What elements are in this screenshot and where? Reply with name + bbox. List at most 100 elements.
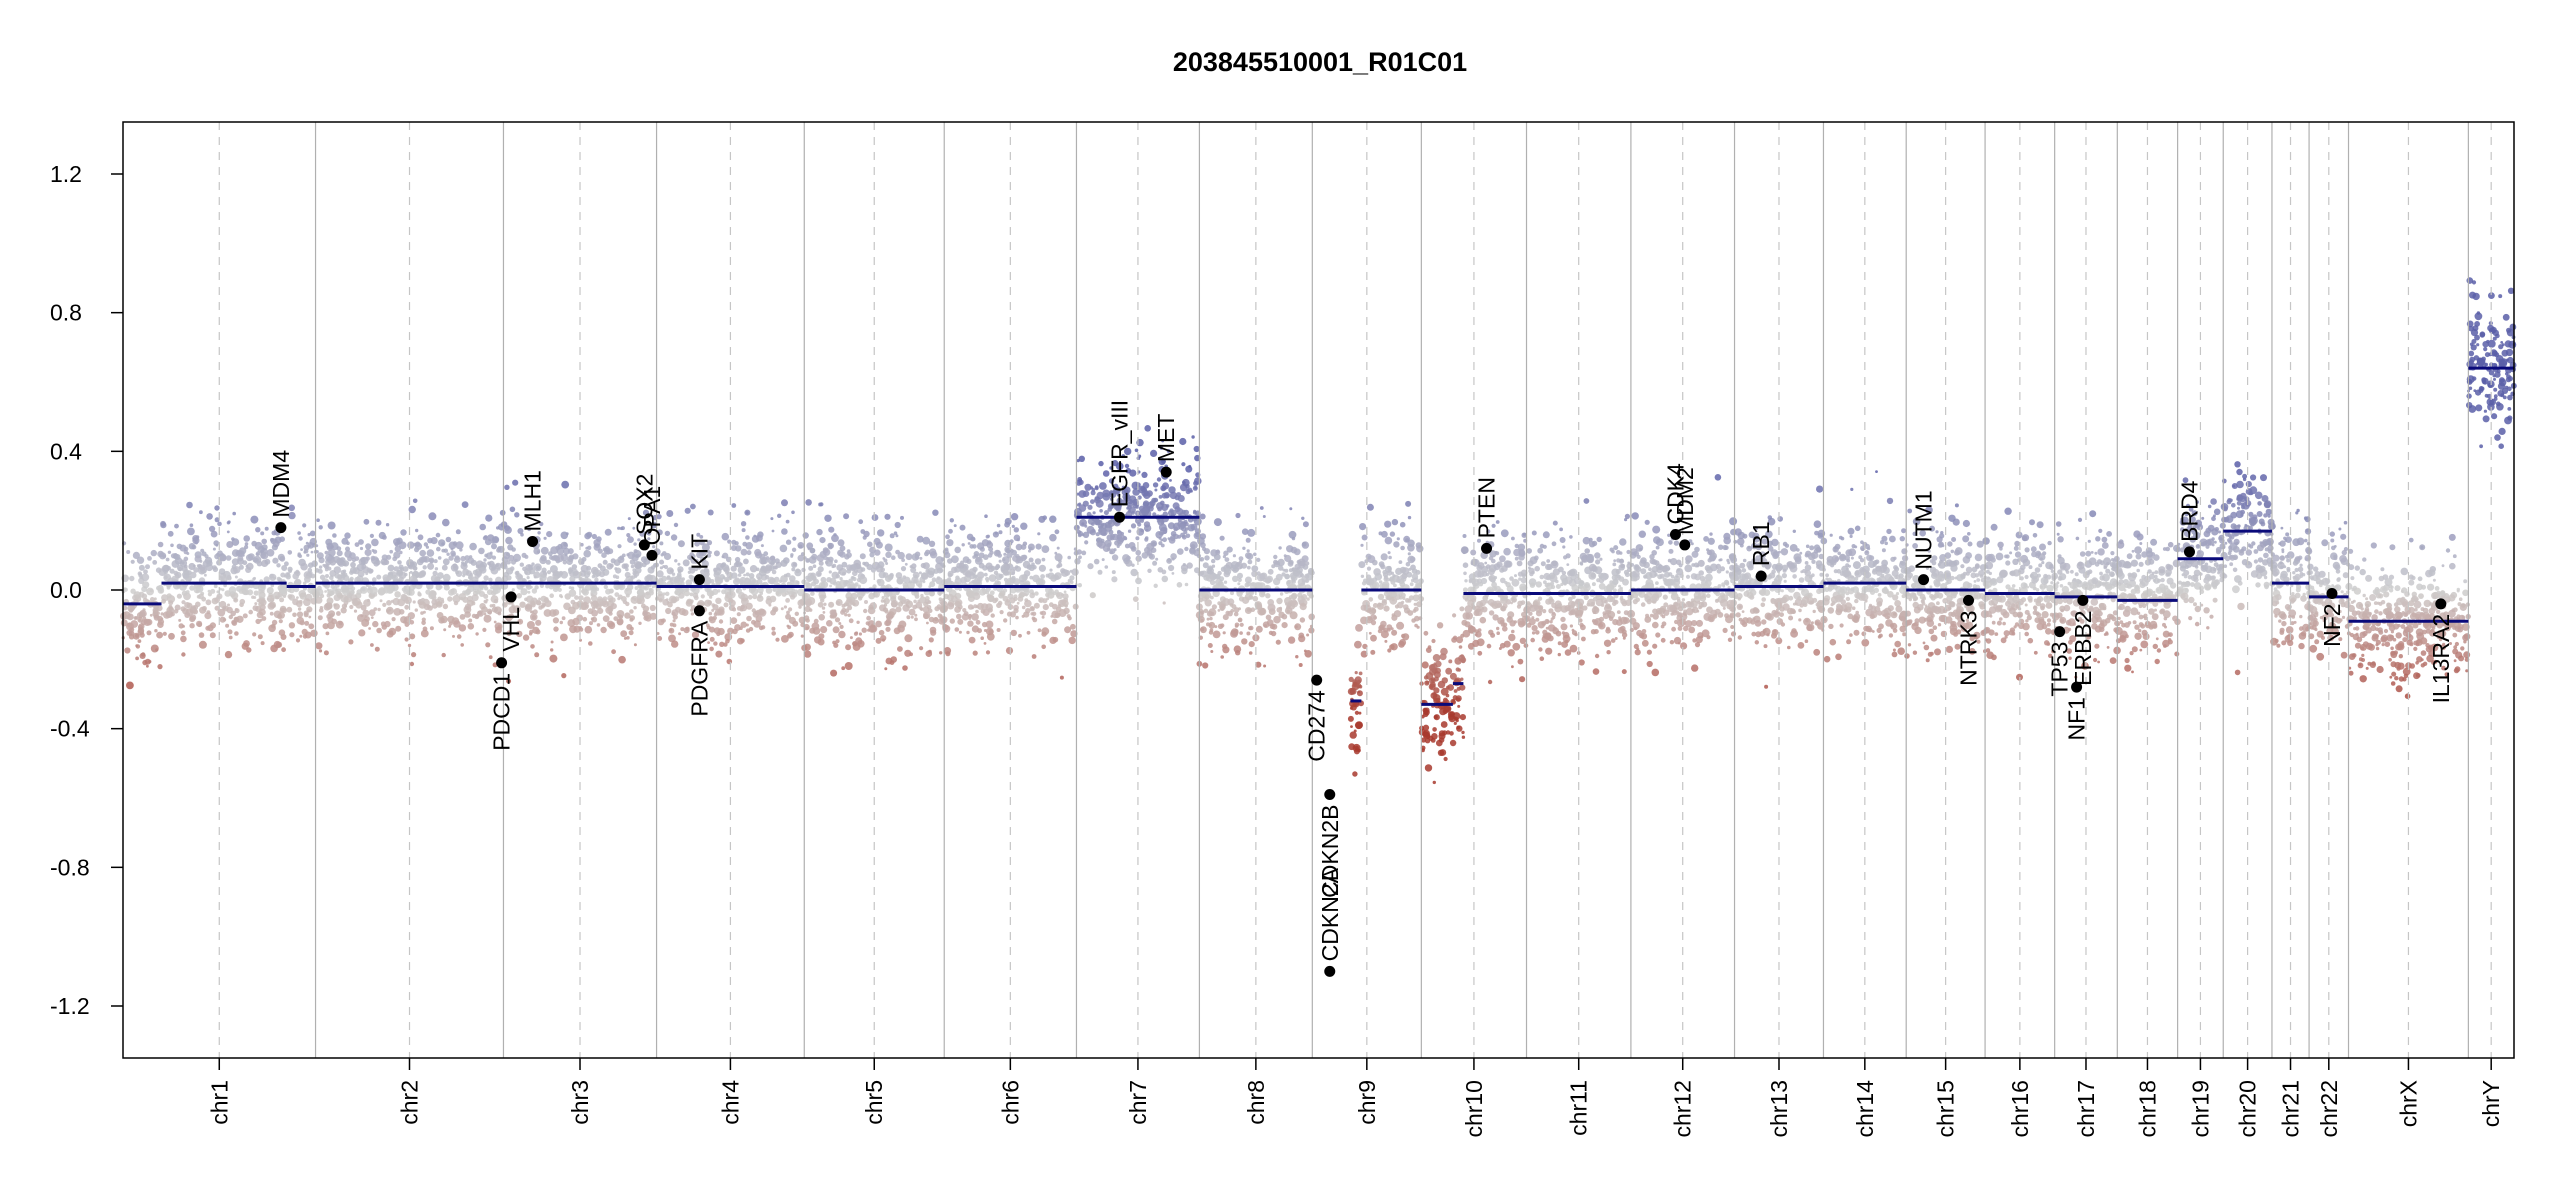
probe-point xyxy=(805,582,811,587)
probe-point xyxy=(1399,639,1407,646)
probe-point xyxy=(1176,582,1183,588)
probe-point xyxy=(1202,662,1209,669)
probe-point xyxy=(1626,549,1631,555)
probe-point xyxy=(180,635,187,643)
probe-point xyxy=(253,590,259,596)
probe-point xyxy=(482,535,488,541)
probe-point xyxy=(1651,668,1660,677)
probe-point xyxy=(1476,578,1483,584)
probe-point xyxy=(1534,565,1540,572)
probe-point xyxy=(554,555,558,560)
probe-point xyxy=(1011,575,1016,581)
probe-point xyxy=(1653,536,1661,544)
probe-point xyxy=(1134,448,1139,453)
probe-point xyxy=(1144,425,1151,432)
probe-point xyxy=(147,556,152,561)
probe-point xyxy=(316,518,320,522)
probe-point xyxy=(894,521,901,529)
probe-point xyxy=(1361,581,1367,586)
probe-point xyxy=(296,611,304,618)
probe-point xyxy=(961,613,970,621)
probe-point xyxy=(806,559,810,563)
probe-point xyxy=(737,566,746,574)
probe-point xyxy=(856,620,860,624)
probe-point xyxy=(130,559,135,564)
probe-point xyxy=(1452,712,1461,720)
probe-point xyxy=(1226,546,1233,553)
probe-point xyxy=(1445,667,1453,675)
probe-point xyxy=(241,589,247,595)
probe-point xyxy=(489,551,493,555)
probe-point xyxy=(165,557,170,562)
probe-point xyxy=(1412,609,1417,613)
probe-point xyxy=(921,572,929,580)
probe-point xyxy=(626,636,630,640)
probe-point xyxy=(718,609,724,615)
probe-point xyxy=(573,625,581,633)
probe-point xyxy=(1511,629,1515,634)
probe-point xyxy=(1505,560,1513,568)
probe-point xyxy=(504,526,512,534)
probe-point xyxy=(1707,537,1715,545)
probe-point xyxy=(1141,471,1148,478)
probe-point xyxy=(228,635,233,640)
probe-point xyxy=(810,591,815,596)
probe-point xyxy=(1505,582,1511,588)
probe-point xyxy=(1229,603,1234,607)
probe-point xyxy=(574,595,579,600)
probe-point xyxy=(1281,613,1288,620)
probe-point xyxy=(256,611,264,619)
probe-point xyxy=(880,567,885,573)
probe-point xyxy=(1415,582,1422,589)
probe-point xyxy=(1239,631,1243,635)
probe-point xyxy=(1140,528,1144,533)
probe-point xyxy=(709,595,713,599)
probe-point xyxy=(336,546,342,551)
probe-point xyxy=(1259,573,1266,580)
probe-point xyxy=(1405,561,1411,567)
probe-point xyxy=(1620,595,1624,599)
probe-point xyxy=(368,609,376,617)
probe-point xyxy=(372,577,377,582)
probe-point xyxy=(196,620,203,627)
probe-point xyxy=(559,620,563,625)
probe-point xyxy=(1531,631,1536,635)
probe-point xyxy=(1368,597,1374,602)
probe-point xyxy=(540,546,549,555)
probe-point xyxy=(1021,605,1026,610)
probe-point xyxy=(469,542,477,551)
probe-point xyxy=(929,581,936,588)
probe-point xyxy=(1401,567,1410,575)
probe-point xyxy=(839,551,846,558)
probe-point xyxy=(704,599,712,607)
probe-point xyxy=(451,552,456,557)
probe-point xyxy=(1199,513,1206,520)
probe-point xyxy=(442,518,450,527)
probe-point xyxy=(1479,616,1487,624)
probe-point xyxy=(816,554,825,562)
probe-point xyxy=(646,531,650,535)
probe-point xyxy=(317,615,323,621)
probe-point xyxy=(308,615,312,619)
probe-point xyxy=(126,550,131,554)
probe-point xyxy=(884,513,891,520)
probe-point xyxy=(1143,521,1151,528)
probe-point xyxy=(1652,643,1658,649)
probe-point xyxy=(1179,437,1187,446)
probe-point xyxy=(1457,668,1462,672)
probe-point xyxy=(516,593,522,599)
probe-point xyxy=(495,563,499,568)
probe-point xyxy=(237,557,244,565)
probe-point xyxy=(1104,565,1109,569)
probe-point xyxy=(448,621,453,626)
probe-point xyxy=(1603,639,1612,647)
probe-point xyxy=(732,607,737,612)
probe-point xyxy=(409,661,415,667)
probe-point xyxy=(1209,616,1213,621)
probe-point xyxy=(1461,735,1466,739)
probe-point xyxy=(1169,491,1178,500)
probe-point xyxy=(587,545,592,550)
probe-point xyxy=(426,549,435,557)
probe-point xyxy=(386,576,392,582)
probe-point xyxy=(1276,597,1283,605)
